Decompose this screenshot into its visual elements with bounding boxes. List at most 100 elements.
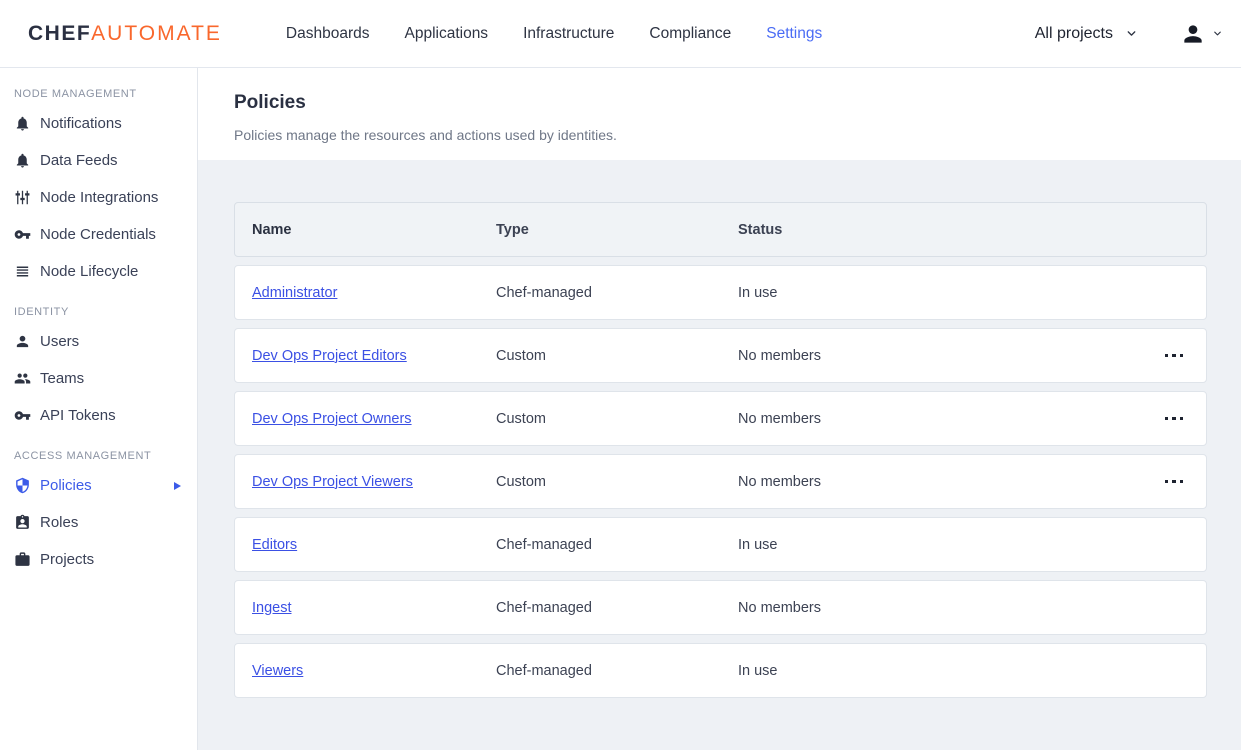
- table-row: Editors Chef-managed In use: [234, 517, 1207, 572]
- sidebar-section: ACCESS MANAGEMENT Policies Roles Projects: [0, 450, 197, 578]
- sidebar-item-label: Node Credentials: [40, 226, 156, 243]
- shield-icon: [14, 477, 31, 494]
- sliders-icon: [14, 189, 31, 206]
- primary-nav: Dashboards Applications Infrastructure Comp…: [286, 25, 822, 43]
- user-menu-button[interactable]: [1180, 21, 1223, 47]
- policy-name-link[interactable]: Dev Ops Project Owners: [252, 410, 412, 427]
- ellipsis-dot: [1172, 479, 1176, 484]
- sidebar-item-projects[interactable]: Projects: [0, 541, 197, 578]
- policy-status-cell: In use: [738, 536, 778, 553]
- row-menu-button[interactable]: [1154, 341, 1194, 371]
- sidebar-section-heading: ACCESS MANAGEMENT: [14, 450, 152, 462]
- policy-actions-cell: [1142, 341, 1206, 371]
- policy-status-cell: In use: [738, 284, 778, 301]
- page-subtitle: Policies manage the resources and action…: [234, 127, 617, 143]
- policy-type-cell: Chef-managed: [496, 599, 592, 616]
- sidebar-item-roles[interactable]: Roles: [0, 504, 197, 541]
- sidebar-item-node-lifecycle[interactable]: Node Lifecycle: [0, 253, 197, 290]
- policy-type-cell: Custom: [496, 347, 546, 364]
- sidebar-item-teams[interactable]: Teams: [0, 360, 197, 397]
- logo-automate: AUTOMATE: [91, 21, 222, 45]
- ellipsis-dot: [1164, 353, 1169, 358]
- nav-link-applications[interactable]: Applications: [404, 24, 489, 42]
- policy-status-cell: No members: [738, 599, 821, 616]
- sidebar-item-node-integrations[interactable]: Node Integrations: [0, 179, 197, 216]
- table-header-row: Name Type Status: [234, 202, 1207, 257]
- sidebar-item-label: Policies: [40, 477, 92, 494]
- sidebar-item-label: Teams: [40, 370, 85, 387]
- bell-icon: [14, 115, 31, 132]
- policy-name-cell: Viewers: [235, 663, 496, 679]
- policy-status-cell: No members: [738, 347, 821, 364]
- policy-name-link[interactable]: Viewers: [252, 662, 304, 679]
- ellipsis-dot: [1164, 479, 1169, 484]
- row-menu-button[interactable]: [1154, 404, 1194, 434]
- nav-link-settings[interactable]: Settings: [766, 24, 823, 42]
- policy-name-link[interactable]: Editors: [252, 536, 298, 553]
- sidebar-item-label: Node Lifecycle: [40, 263, 139, 280]
- settings-sidebar: NODE MANAGEMENT Notifications Data Feeds No…: [0, 68, 198, 750]
- policy-name-link[interactable]: Dev Ops Project Editors: [252, 347, 407, 364]
- table-row: Dev Ops Project Editors Custom No members: [234, 328, 1207, 383]
- ellipsis-dot: [1172, 353, 1176, 358]
- main-content: Policies Policies manage the resources a…: [198, 68, 1241, 750]
- bell-icon: [14, 152, 31, 169]
- policy-name-link[interactable]: Administrator: [252, 284, 338, 301]
- sidebar-item-data-feeds[interactable]: Data Feeds: [0, 142, 197, 179]
- chef-automate-logo[interactable]: CHEFAUTOMATE: [28, 22, 222, 46]
- policy-name-link[interactable]: Dev Ops Project Viewers: [252, 473, 413, 490]
- policy-type-cell: Chef-managed: [496, 662, 592, 679]
- sidebar-item-users[interactable]: Users: [0, 323, 197, 360]
- sidebar-item-notifications[interactable]: Notifications: [0, 105, 197, 142]
- policy-name-cell: Dev Ops Project Viewers: [235, 474, 496, 490]
- ellipsis-dot: [1179, 479, 1184, 484]
- sidebar-item-label: Notifications: [40, 115, 122, 132]
- person-icon: [1180, 21, 1206, 47]
- key-icon: [14, 407, 31, 424]
- nav-link-infrastructure[interactable]: Infrastructure: [523, 24, 615, 42]
- sidebar-section: IDENTITY Users Teams API Tokens: [0, 306, 197, 434]
- active-item-arrow-icon: [174, 481, 181, 490]
- policy-status-cell: No members: [738, 473, 821, 490]
- policy-type-cell: Chef-managed: [496, 536, 592, 553]
- sidebar-section-heading: IDENTITY: [14, 306, 69, 318]
- policy-type-cell: Custom: [496, 410, 546, 427]
- chevron-down-icon: [1212, 28, 1223, 39]
- sidebar-section-heading: NODE MANAGEMENT: [14, 88, 137, 100]
- badge-icon: [14, 514, 31, 531]
- nav-link-compliance[interactable]: Compliance: [649, 24, 732, 42]
- policy-name-cell: Dev Ops Project Owners: [235, 411, 496, 427]
- page-title: Policies: [234, 92, 306, 113]
- sidebar-item-label: Node Integrations: [40, 189, 159, 206]
- column-header-name: Name: [252, 221, 292, 238]
- logo-chef: CHEF: [28, 21, 92, 45]
- ellipsis-dot: [1179, 416, 1184, 421]
- table-row: Ingest Chef-managed No members: [234, 580, 1207, 635]
- sidebar-item-policies[interactable]: Policies: [0, 467, 197, 504]
- projects-filter-label: All projects: [1034, 24, 1113, 42]
- policy-name-cell: Ingest: [235, 600, 496, 616]
- sidebar-item-label: Projects: [40, 551, 95, 568]
- table-row: Dev Ops Project Viewers Custom No members: [234, 454, 1207, 509]
- sidebar-item-api-tokens[interactable]: API Tokens: [0, 397, 197, 434]
- policy-actions-cell: [1142, 404, 1206, 434]
- page-header: Policies Policies manage the resources a…: [198, 68, 1241, 160]
- column-header-type: Type: [496, 221, 529, 238]
- table-row: Dev Ops Project Owners Custom No members: [234, 391, 1207, 446]
- people-icon: [14, 370, 31, 387]
- ellipsis-dot: [1172, 416, 1176, 421]
- list-icon: [14, 263, 31, 280]
- policy-status-cell: No members: [738, 410, 821, 427]
- sidebar-item-node-credentials[interactable]: Node Credentials: [0, 216, 197, 253]
- policy-name-cell: Editors: [235, 537, 496, 553]
- nav-link-dashboards[interactable]: Dashboards: [285, 24, 370, 42]
- row-menu-button[interactable]: [1154, 467, 1194, 497]
- policy-name-cell: Dev Ops Project Editors: [235, 348, 496, 364]
- policy-type-cell: Chef-managed: [496, 284, 592, 301]
- ellipsis-dot: [1164, 416, 1169, 421]
- column-header-status: Status: [738, 221, 783, 238]
- policy-name-link[interactable]: Ingest: [252, 599, 292, 616]
- sidebar-item-label: Users: [40, 333, 80, 350]
- projects-filter-dropdown[interactable]: All projects: [1035, 25, 1138, 43]
- sidebar-section: NODE MANAGEMENT Notifications Data Feeds No…: [0, 88, 197, 290]
